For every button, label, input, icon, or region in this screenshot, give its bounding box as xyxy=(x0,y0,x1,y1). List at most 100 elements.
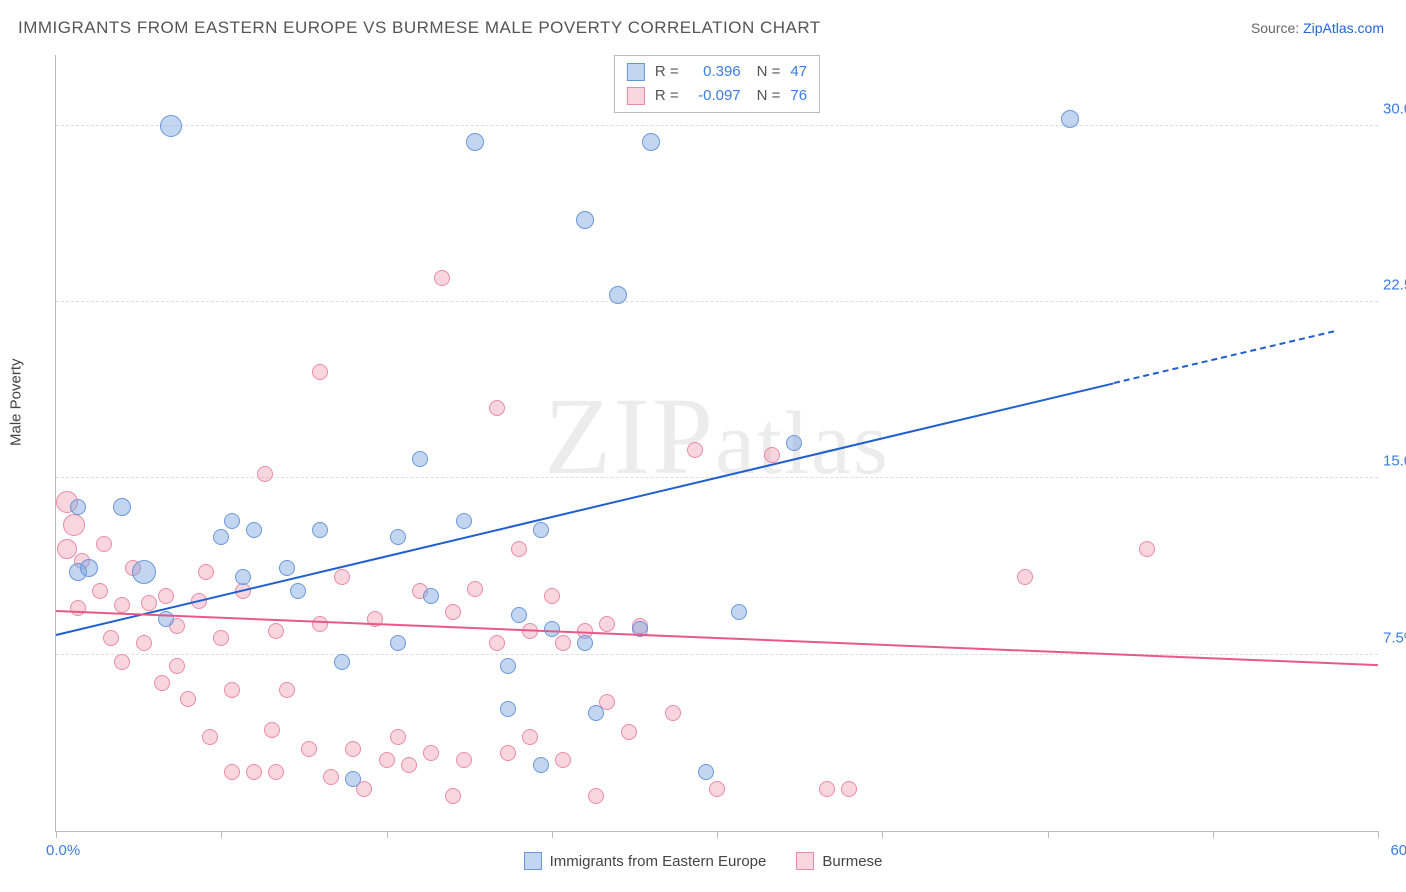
data-point xyxy=(312,364,328,380)
data-point xyxy=(80,559,98,577)
data-point xyxy=(489,400,505,416)
data-point xyxy=(466,133,484,151)
trend-line xyxy=(56,610,1378,666)
data-point xyxy=(390,529,406,545)
x-tick-mark xyxy=(221,831,222,838)
data-point xyxy=(522,729,538,745)
data-point xyxy=(456,752,472,768)
y-axis-title: Male Poverty xyxy=(8,358,25,446)
n-value-pink: 76 xyxy=(790,84,807,108)
data-point xyxy=(345,771,361,787)
data-point xyxy=(500,658,516,674)
data-point xyxy=(511,541,527,557)
data-point xyxy=(599,616,615,632)
r-label: R = xyxy=(655,84,679,108)
data-point xyxy=(786,435,802,451)
data-point xyxy=(180,691,196,707)
n-value-blue: 47 xyxy=(790,60,807,84)
source-attribution: Source: ZipAtlas.com xyxy=(1251,20,1384,36)
data-point xyxy=(268,623,284,639)
data-point xyxy=(290,583,306,599)
data-point xyxy=(63,514,85,536)
data-point xyxy=(609,286,627,304)
trend-line xyxy=(1113,331,1334,385)
data-point xyxy=(141,595,157,611)
x-tick-mark xyxy=(882,831,883,838)
plot-area-wrap: ZIPatlas R = 0.396 N = 47 R = -0.097 N =… xyxy=(55,55,1378,832)
trend-line xyxy=(56,382,1114,636)
n-label: N = xyxy=(757,84,781,108)
swatch-pink xyxy=(796,852,814,870)
data-point xyxy=(345,741,361,757)
y-tick-label: 30.0% xyxy=(1383,100,1406,117)
data-point xyxy=(158,588,174,604)
data-point xyxy=(96,536,112,552)
y-tick-label: 22.5% xyxy=(1383,276,1406,293)
data-point xyxy=(819,781,835,797)
data-point xyxy=(198,564,214,580)
gridline xyxy=(56,301,1378,302)
legend-item-blue: Immigrants from Eastern Europe xyxy=(524,852,767,870)
data-point xyxy=(555,635,571,651)
data-point xyxy=(132,560,156,584)
data-point xyxy=(500,701,516,717)
plot-area: ZIPatlas R = 0.396 N = 47 R = -0.097 N =… xyxy=(55,55,1378,832)
data-point xyxy=(301,741,317,757)
r-value-blue: 0.396 xyxy=(685,60,741,84)
data-point xyxy=(1061,110,1079,128)
data-point xyxy=(434,270,450,286)
stats-legend-box: R = 0.396 N = 47 R = -0.097 N = 76 xyxy=(614,55,820,113)
r-label: R = xyxy=(655,60,679,84)
data-point xyxy=(500,745,516,761)
data-point xyxy=(257,466,273,482)
data-point xyxy=(246,522,262,538)
data-point xyxy=(114,597,130,613)
data-point xyxy=(113,498,131,516)
data-point xyxy=(279,682,295,698)
data-point xyxy=(390,729,406,745)
data-point xyxy=(268,764,284,780)
swatch-pink xyxy=(627,87,645,105)
data-point xyxy=(445,604,461,620)
watermark: ZIPatlas xyxy=(544,373,890,500)
data-point xyxy=(379,752,395,768)
data-point xyxy=(1139,541,1155,557)
data-point xyxy=(642,133,660,151)
gridline xyxy=(56,125,1378,126)
data-point xyxy=(70,600,86,616)
data-point xyxy=(533,757,549,773)
data-point xyxy=(401,757,417,773)
data-point xyxy=(1017,569,1033,585)
swatch-blue xyxy=(524,852,542,870)
r-value-pink: -0.097 xyxy=(685,84,741,108)
data-point xyxy=(334,569,350,585)
data-point xyxy=(323,769,339,785)
data-point xyxy=(423,745,439,761)
n-label: N = xyxy=(757,60,781,84)
data-point xyxy=(224,513,240,529)
data-point xyxy=(709,781,725,797)
swatch-blue xyxy=(627,63,645,81)
data-point xyxy=(114,654,130,670)
data-point xyxy=(412,451,428,467)
data-point xyxy=(70,499,86,515)
data-point xyxy=(511,607,527,623)
data-point xyxy=(213,529,229,545)
data-point xyxy=(154,675,170,691)
data-point xyxy=(136,635,152,651)
data-point xyxy=(103,630,119,646)
series-legend: Immigrants from Eastern Europe Burmese xyxy=(0,852,1406,870)
data-point xyxy=(544,621,560,637)
data-point xyxy=(687,442,703,458)
data-point xyxy=(390,635,406,651)
source-value: ZipAtlas.com xyxy=(1303,20,1384,36)
data-point xyxy=(213,630,229,646)
x-tick-mark xyxy=(552,831,553,838)
data-point xyxy=(235,569,251,585)
data-point xyxy=(555,752,571,768)
data-point xyxy=(312,522,328,538)
legend-label-pink: Burmese xyxy=(822,853,882,870)
data-point xyxy=(279,560,295,576)
y-tick-label: 7.5% xyxy=(1383,629,1406,646)
legend-item-pink: Burmese xyxy=(796,852,882,870)
